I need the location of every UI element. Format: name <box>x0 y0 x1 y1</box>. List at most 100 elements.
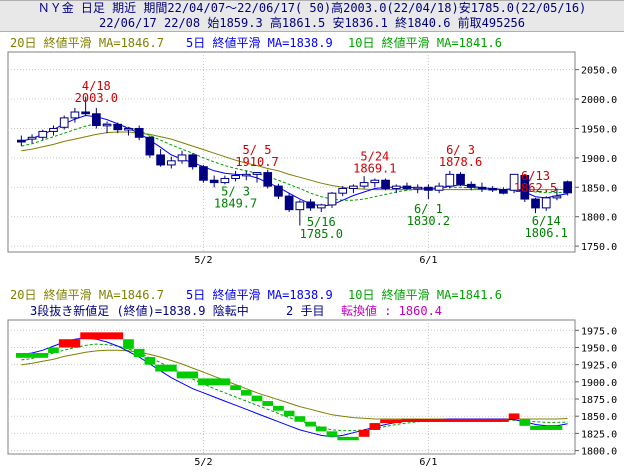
price-panel-moving-averages <box>21 114 568 207</box>
candle-body <box>445 173 455 187</box>
kagi-block-down <box>176 371 199 379</box>
candle-body <box>488 187 498 191</box>
y-tick-label: 1800.0 <box>581 447 617 458</box>
kagi-block-down <box>283 410 295 417</box>
x-tick-label: 6/1 <box>419 255 437 266</box>
candle-body <box>316 204 326 209</box>
price-panel-candles <box>17 97 572 226</box>
kagi-block-down <box>16 352 49 358</box>
kagi-block-up <box>358 429 370 437</box>
kagi-status-turn: 転換値 : 1860.4 <box>341 303 442 318</box>
candle-body <box>327 192 337 206</box>
x-tick-label: 5/2 <box>194 255 212 266</box>
kagi-block-down <box>262 401 274 406</box>
y-tick-label: 1800.0 <box>581 213 617 224</box>
candle-body <box>209 179 219 184</box>
low-annotation: 1806.1 <box>525 226 568 240</box>
lower-legend-ma10: 10日 終値平滑 MA=1841.6 <box>348 287 502 302</box>
kagi-block-up <box>80 332 124 340</box>
candle-body <box>349 185 358 189</box>
candle-body <box>541 197 551 209</box>
high-annotation: 1910.7 <box>235 155 278 169</box>
kagi-series-ma_mid <box>21 343 568 432</box>
high-annotation: 5/24 <box>360 149 389 163</box>
candle-body <box>27 136 37 140</box>
candle-body <box>520 175 530 200</box>
y-tick-label: 1925.0 <box>581 361 617 372</box>
candle-body <box>49 127 58 132</box>
candle-body <box>531 198 540 209</box>
candle-body <box>381 179 390 189</box>
candle-body <box>81 111 90 115</box>
candle-body <box>38 130 48 138</box>
candle-body <box>466 183 476 188</box>
candle-body <box>391 185 401 189</box>
kagi-block-up <box>401 418 509 422</box>
high-annotation: 6/ 3 <box>446 143 475 157</box>
candle-body <box>252 172 262 175</box>
candle-body <box>145 136 155 156</box>
price-panel-frame <box>7 51 576 253</box>
high-annotation: 1869.1 <box>353 161 396 175</box>
kagi-block-down <box>519 418 531 426</box>
candle-body <box>563 181 572 194</box>
chart-title-line2: 22/06/17 22/08 始1859.3 高1861.5 安1836.1 終… <box>0 16 624 32</box>
high-annotation: 1862.5 <box>514 181 557 195</box>
kagi-block-down <box>273 405 284 411</box>
y-tick-label: 1850.0 <box>581 412 617 423</box>
candle-body <box>124 127 133 131</box>
low-annotation: 5/16 <box>307 215 336 229</box>
low-annotation: 1849.7 <box>214 196 257 210</box>
y-tick-label: 1875.0 <box>581 395 617 406</box>
kagi-panel-axis: 1800.0 1825.0 1850.0 1875.0 1900.0 1925.0 1950… <box>194 326 617 468</box>
price-panel-grid <box>8 52 575 252</box>
candle-body <box>70 111 80 119</box>
low-annotation: 1830.2 <box>407 214 450 228</box>
candle-body <box>166 160 176 166</box>
candle-body <box>91 113 101 127</box>
series-ma5 <box>21 114 568 207</box>
candle-body <box>402 185 412 189</box>
kagi-block-down <box>326 431 338 437</box>
candle-body <box>284 195 294 211</box>
lower-legend-ma5: 5日 終値平滑 MA=1838.9 <box>186 287 333 302</box>
kagi-panel-frame <box>7 319 576 455</box>
high-annotation: 1878.6 <box>439 155 482 169</box>
kagi-block-down <box>198 378 231 386</box>
kagi-block-up <box>58 339 81 348</box>
kagi-block-down <box>133 348 145 358</box>
y-tick-label: 1950.0 <box>581 343 617 354</box>
candle-body <box>102 123 112 127</box>
y-tick-label: 1850.0 <box>581 183 617 194</box>
kagi-status-main: 3段抜き新値足 (終値)=1838.9 陰転中 <box>30 303 249 318</box>
candle-body <box>338 187 348 194</box>
kagi-block-up <box>369 423 381 430</box>
candle-body <box>241 173 251 177</box>
kagi-block-down <box>144 357 156 365</box>
kagi-block-down <box>48 347 59 353</box>
y-tick-label: 1825.0 <box>581 429 617 440</box>
candle-body <box>477 186 487 190</box>
low-annotation: 6/ 1 <box>414 202 443 216</box>
y-tick-label: 2000.0 <box>581 95 617 106</box>
kagi-block-down <box>305 421 316 427</box>
kagi-block-down <box>230 385 241 391</box>
kagi-block-up <box>380 419 402 424</box>
candle-body <box>509 173 519 191</box>
kagi-block-down <box>251 395 263 402</box>
candle-body <box>456 173 465 185</box>
kagi-panel-grid <box>8 320 575 454</box>
candle-body <box>156 154 165 166</box>
candle-body <box>306 201 315 209</box>
kagi-block-up <box>508 413 520 419</box>
candle-body <box>499 189 508 194</box>
high-annotation: 2003.0 <box>75 91 118 105</box>
legend-ma5: 5日 終値平滑 MA=1838.9 <box>186 35 333 50</box>
kagi-block-down <box>530 425 563 430</box>
candle-body <box>413 186 423 190</box>
kagi-block-down <box>337 436 359 441</box>
high-annotation: 4/18 <box>82 79 111 93</box>
candle-body <box>177 154 187 162</box>
kagi-block-down <box>155 364 177 372</box>
